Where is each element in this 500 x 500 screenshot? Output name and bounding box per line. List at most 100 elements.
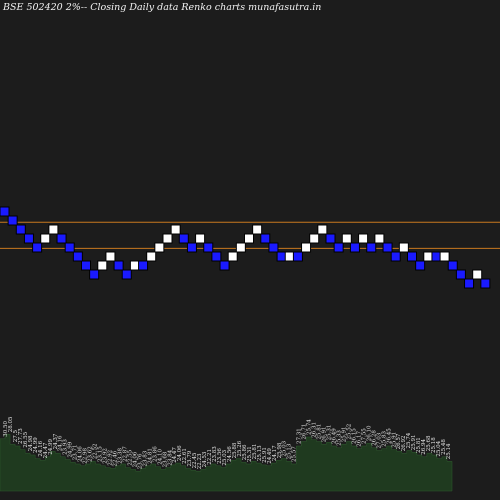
renko-brick-down	[382, 242, 393, 253]
renko-brick-down	[390, 251, 401, 262]
volume-label: 25.33	[337, 430, 343, 446]
renko-brick-up	[48, 224, 59, 235]
renko-brick-up	[423, 251, 434, 262]
renko-brick-down	[138, 260, 149, 271]
volume-label: 28.05	[8, 416, 14, 432]
volume-label: 27.03	[376, 432, 382, 448]
volume-label: 25.57	[292, 446, 298, 462]
volume-label: 23.93	[63, 439, 69, 455]
renko-brick-down	[15, 224, 26, 235]
volume-label: 26.55	[23, 431, 29, 447]
renko-brick-down	[81, 260, 91, 271]
volume-label: 24.47	[43, 442, 49, 458]
volume-label: 23.56	[217, 448, 223, 464]
volume-label: 25.18	[431, 437, 437, 453]
renko-brick-down	[178, 233, 189, 244]
volume-label: 24.53	[202, 451, 208, 467]
renko-brick-down	[203, 242, 214, 253]
renko-brick-up	[129, 260, 140, 271]
renko-brick-down	[211, 251, 222, 262]
volume-label: 27.73	[18, 428, 24, 444]
renko-brick-down	[72, 251, 83, 262]
volume-label: 23.38	[117, 448, 123, 464]
renko-brick-down	[480, 278, 491, 289]
volume-label: 26.28	[371, 430, 377, 446]
volume-label: 26.31	[312, 422, 318, 438]
volume-label: 24.49	[267, 448, 273, 464]
volume-label: 25.04	[436, 440, 442, 456]
volume-label: 26.15	[351, 428, 357, 444]
renko-brick-up	[309, 233, 320, 244]
volume-label: 23.76	[137, 453, 143, 469]
renko-brick-down	[113, 260, 124, 271]
volume-label: 25.81	[252, 444, 258, 460]
volume-label: 24.47	[172, 447, 178, 463]
renko-brick-down	[64, 242, 75, 253]
renko-brick-down	[89, 269, 100, 280]
volume-label: 25.03	[282, 440, 288, 456]
volume-label: 25.86	[242, 444, 248, 460]
volume-label: 22.87	[122, 446, 128, 462]
brick-layer	[0, 206, 491, 289]
volume-label: 25.98	[277, 442, 283, 458]
renko-brick-down	[7, 215, 18, 226]
volume-label: 25.88	[232, 442, 238, 458]
volume-label: 23.83	[142, 450, 148, 466]
volume-label: 22.45	[192, 452, 198, 468]
volume-label: 25.48	[441, 439, 447, 455]
renko-brick-up	[374, 233, 385, 244]
renko-brick-up	[439, 251, 450, 262]
volume-label: 24.99	[33, 437, 39, 453]
renko-brick-down	[366, 242, 377, 253]
volume-label: 27.31	[297, 428, 303, 444]
volume-label: 24.06	[132, 451, 138, 467]
volume-label: 25.13	[257, 445, 263, 461]
volume-label: 25.91	[341, 426, 347, 442]
volume-label: 24.17	[272, 445, 278, 461]
volume-label: 25.68	[426, 435, 432, 451]
volume-label: 23.15	[98, 446, 104, 462]
volume-label: 26.71	[302, 424, 308, 440]
volume-label: 22.61	[182, 448, 188, 464]
renko-brick-down	[186, 242, 197, 253]
renko-brick-up	[105, 251, 116, 262]
renko-brick-down	[292, 251, 303, 262]
volume-label: 26.45	[386, 428, 392, 444]
renko-brick-up	[244, 233, 254, 244]
volume-label: 23.62	[88, 446, 94, 462]
renko-brick-up	[235, 242, 246, 253]
renko-brick-down	[447, 260, 458, 271]
renko-brick-down	[260, 233, 271, 244]
reference-lines	[0, 221, 500, 249]
renko-brick-up	[195, 233, 206, 244]
volume-label: 24.56	[227, 446, 233, 462]
renko-brick-up	[472, 269, 483, 280]
renko-brick-up	[227, 251, 238, 262]
renko-brick-down	[415, 260, 426, 271]
volume-label: 23.86	[152, 446, 158, 462]
volume-label: 24.16	[38, 440, 44, 456]
renko-brick-up	[40, 233, 51, 244]
renko-brick-up	[358, 233, 369, 244]
renko-brick-down	[219, 260, 230, 271]
volume-label: 25.81	[416, 437, 422, 453]
volume-label: 23.83	[212, 446, 218, 462]
volume-label: 25.91	[411, 435, 417, 451]
volume-layer	[0, 434, 453, 492]
renko-brick-down	[464, 278, 475, 289]
volume-label: 26.92	[401, 435, 407, 451]
volume-label: 26.91	[322, 426, 328, 442]
volume-label: 25.14	[446, 443, 452, 459]
volume-label: 22.92	[108, 450, 114, 466]
renko-brick-up	[341, 233, 352, 244]
volume-label: 25.13	[287, 443, 293, 459]
volume-label: 24.81	[147, 448, 153, 464]
chart-title: BSE 502420 2%-- Closing Daily data Renko…	[3, 2, 322, 13]
volume-label: 25.91	[391, 432, 397, 448]
renko-brick-down	[121, 269, 132, 280]
volume-label: 24.10	[157, 448, 163, 464]
renko-brick-up	[301, 242, 312, 253]
renko-brick-down	[0, 206, 10, 217]
volume-label-layer: 30.5028.0527.527.7326.5524.9824.9924.162…	[3, 416, 452, 469]
